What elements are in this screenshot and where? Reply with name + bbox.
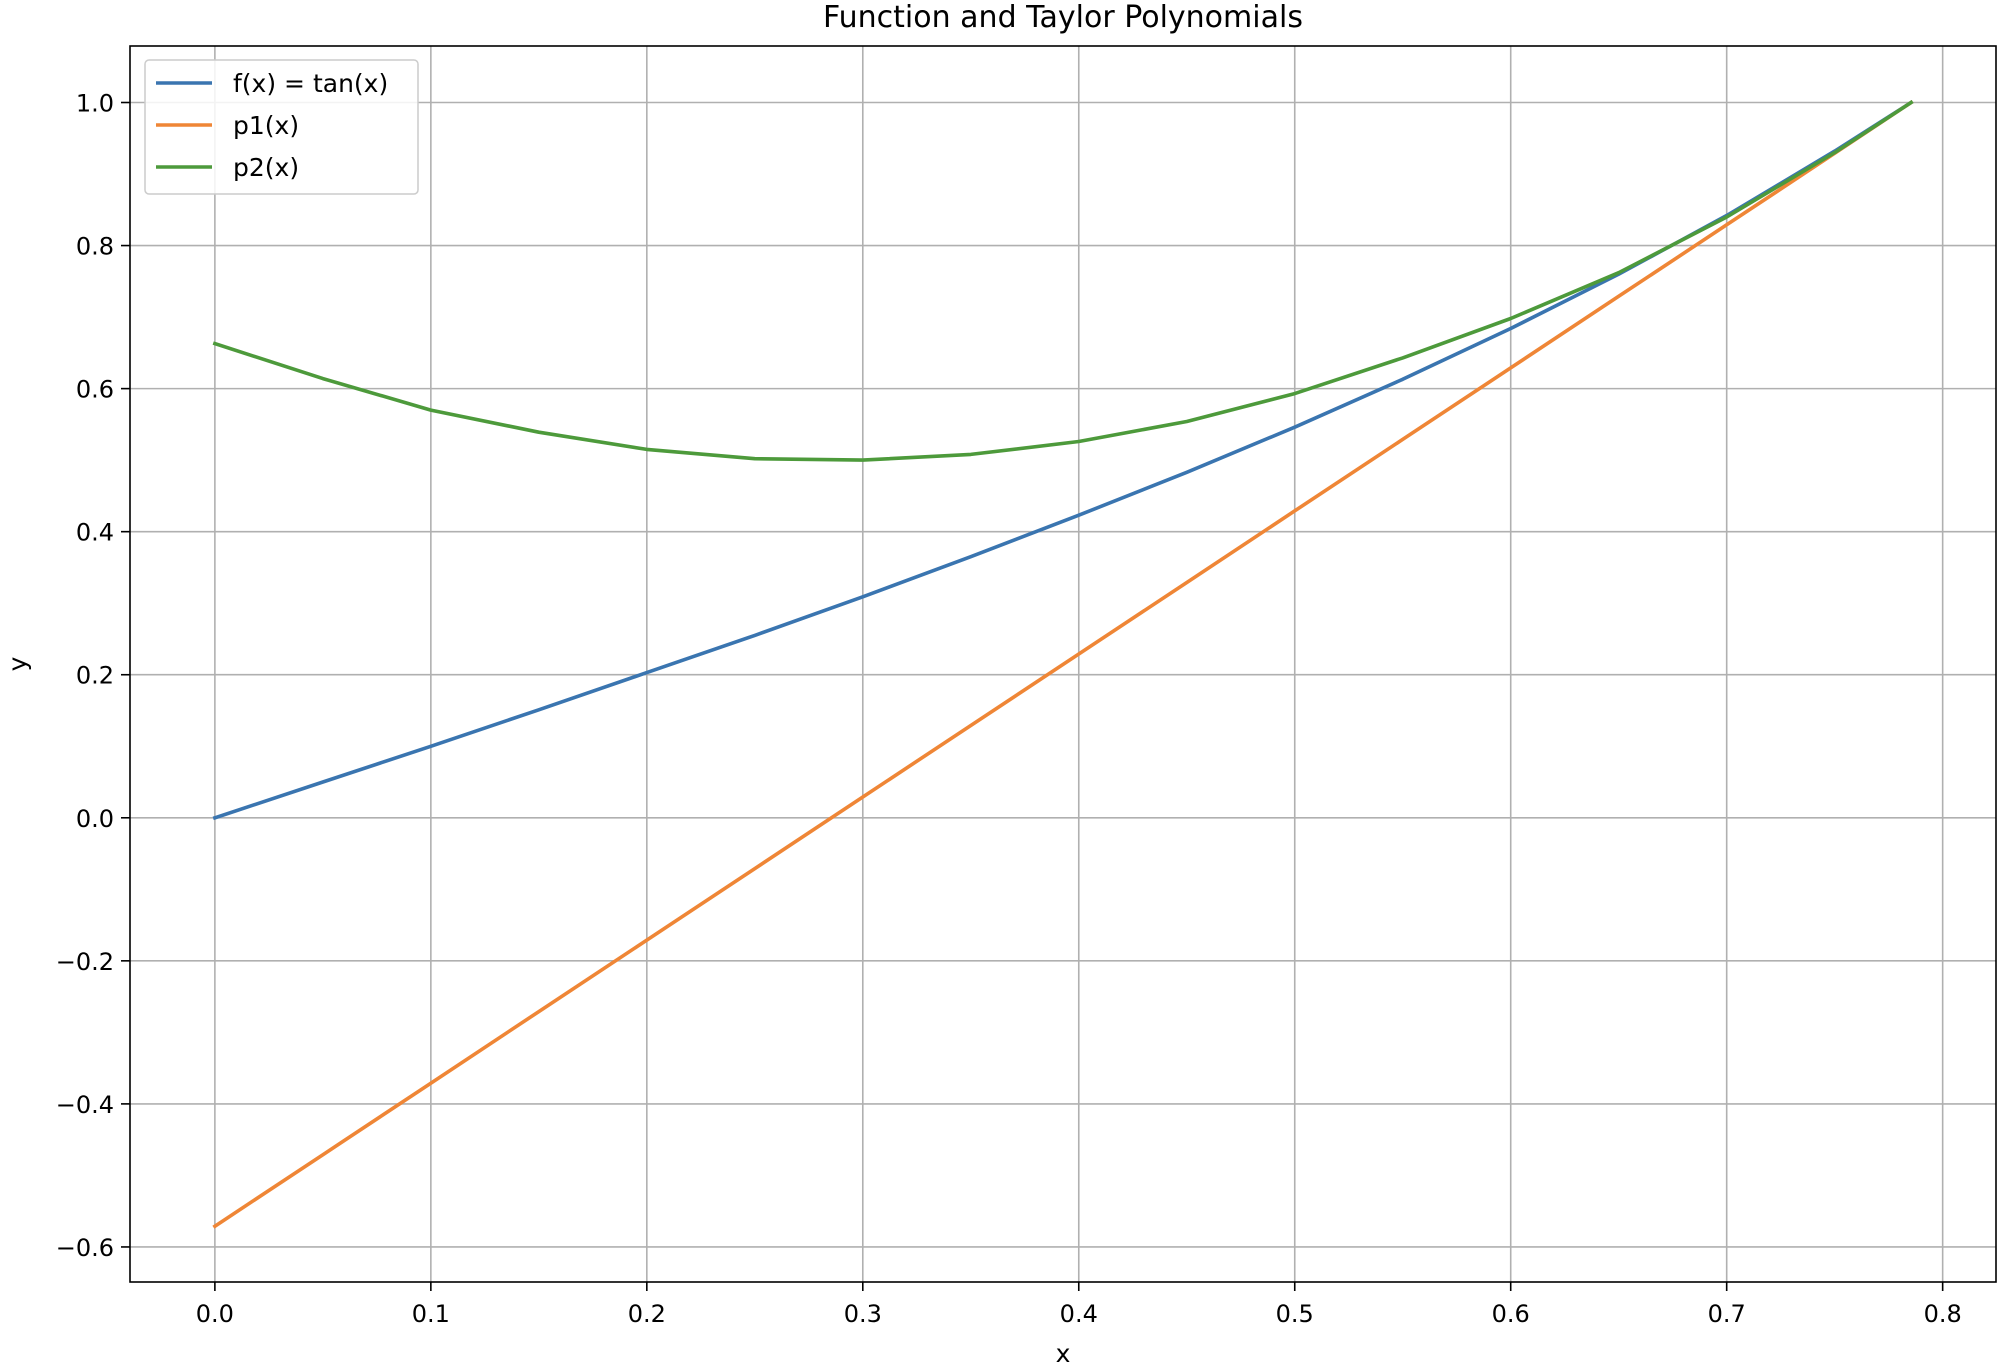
y-tick-label: 0.6 [76, 376, 114, 404]
x-tick-label: 0.6 [1492, 1300, 1530, 1328]
x-tick-label: 0.3 [844, 1300, 882, 1328]
grid-lines [130, 46, 1996, 1282]
chart-title: Function and Taylor Polynomials [823, 0, 1303, 35]
legend-label: f(x) = tan(x) [233, 69, 388, 98]
x-axis-label: x [1056, 1339, 1071, 1366]
y-tick-label: 0.8 [76, 233, 114, 261]
y-tick-label: −0.2 [56, 948, 114, 976]
legend-label: p1(x) [233, 111, 299, 140]
y-tick-label: 1.0 [76, 90, 114, 118]
y-axis-ticks: −0.6 −0.4 −0.2 0.0 0.2 0.4 0.6 0.8 1.0 [56, 90, 130, 1262]
legend-label: p2(x) [233, 153, 299, 182]
series-lines [212, 100, 1914, 1229]
series-line-2 [212, 100, 1914, 1229]
x-tick-label: 0.2 [628, 1300, 666, 1328]
x-tick-label: 0.4 [1060, 1300, 1098, 1328]
series-line-3 [212, 100, 1914, 462]
x-tick-label: 0.0 [196, 1300, 234, 1328]
plot-frame [129, 45, 1997, 1283]
x-axis-ticks: 0.0 0.1 0.2 0.3 0.4 0.5 0.6 0.7 0.8 [196, 1282, 1962, 1328]
x-tick-label: 0.8 [1924, 1300, 1962, 1328]
y-tick-label: 0.2 [76, 662, 114, 690]
x-tick-label: 0.1 [412, 1300, 450, 1328]
y-axis-label: y [3, 656, 32, 671]
x-tick-label: 0.5 [1276, 1300, 1314, 1328]
y-tick-label: 0.0 [76, 805, 114, 833]
y-tick-label: 0.4 [76, 519, 114, 547]
legend-box [144, 59, 419, 195]
series-line-1 [212, 100, 1914, 821]
legend: f(x) = tan(x) p1(x) p2(x) [144, 59, 419, 195]
y-tick-label: −0.6 [56, 1234, 114, 1262]
y-tick-label: −0.4 [56, 1091, 114, 1119]
x-tick-label: 0.7 [1708, 1300, 1746, 1328]
